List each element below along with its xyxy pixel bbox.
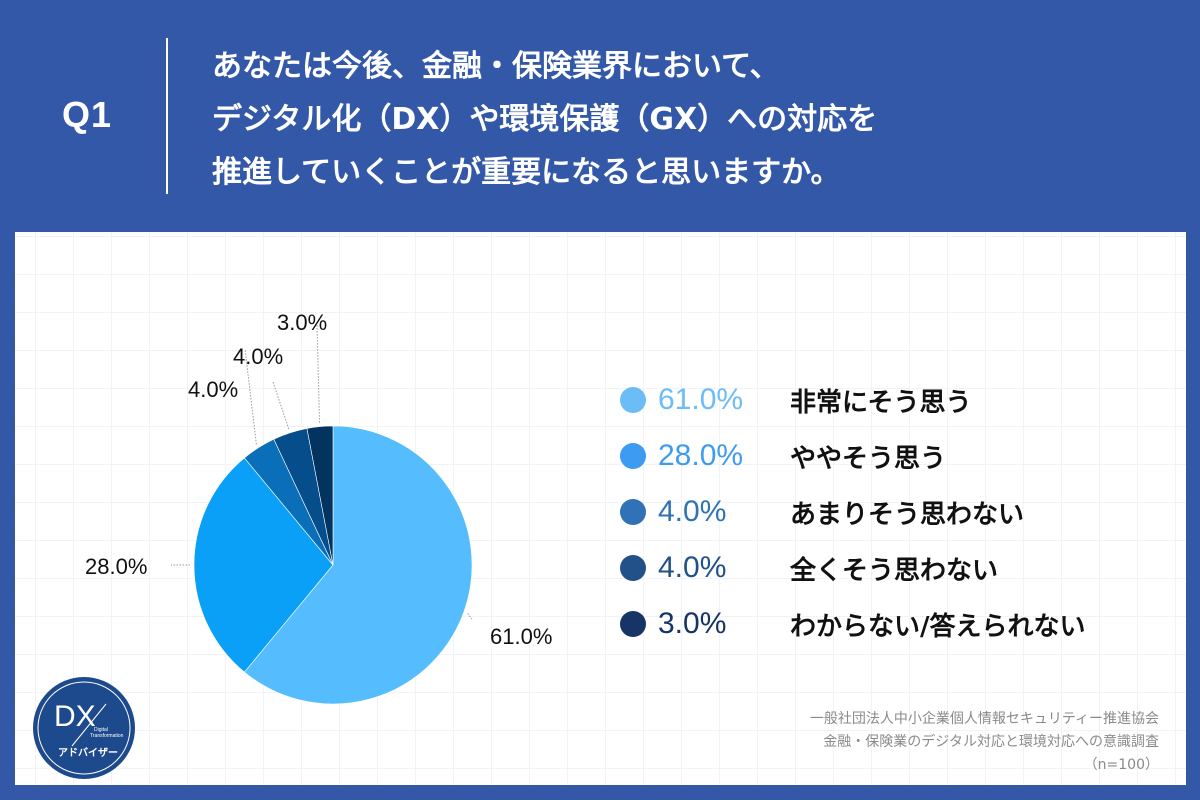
leader-line (316, 323, 321, 423)
pie-label-strongly: 61.0% (490, 624, 553, 649)
leader-line (244, 348, 257, 445)
svg-text:Transformation: Transformation (90, 733, 124, 739)
legend-dot-icon (620, 443, 646, 469)
legend-dot-icon (620, 555, 646, 581)
chart-panel: 3.0% 4.0% 4.0% 28.0% 61.0% 61.0% 非常にそう思う… (15, 232, 1186, 785)
pie-slice (193, 457, 334, 673)
pie-slice (243, 425, 473, 705)
question-number: Q1 (62, 94, 113, 135)
legend-label: 非常にそう思う (790, 387, 972, 418)
legend-label: ややそう思う (790, 443, 947, 474)
legend-percent: 3.0% (658, 607, 727, 640)
source-survey-title: 金融・保険業のデジタル対応と環境対応への意識調査 (823, 734, 1159, 750)
pie-slice (306, 425, 334, 566)
svg-text:アドバイザー: アドバイザー (58, 747, 118, 759)
pie-label-not-at-all: 4.0% (233, 344, 284, 369)
legend-item: 3.0% わからない/答えられない (620, 596, 1086, 652)
legend-dot-icon (620, 611, 646, 637)
question-line-1: あなたは今後、金融・保険業界において、 (212, 49, 780, 84)
svg-text:Digital: Digital (94, 727, 108, 733)
legend-percent: 28.0% (658, 439, 744, 472)
svg-text:DX: DX (54, 700, 96, 733)
pie-label-dontknow: 3.0% (277, 310, 328, 335)
leader-line (467, 613, 473, 620)
legend-dot-icon (620, 387, 646, 413)
pie-chart (171, 323, 473, 705)
legend-percent: 61.0% (658, 383, 744, 416)
header-divider (166, 38, 168, 194)
question-text: あなたは今後、金融・保険業界において、 デジタル化（DX）や環境保護（GX）への… (212, 40, 877, 199)
question-line-3: 推進していくことが重要になると思いますか。 (212, 155, 841, 190)
legend-item: 4.0% あまりそう思わない (620, 484, 1086, 540)
legend-label: 全くそう思わない (790, 555, 999, 586)
legend-percent: 4.0% (658, 551, 727, 584)
dx-advisor-logo: DX Digital Transformation アドバイザー (33, 677, 135, 779)
legend-item: 28.0% ややそう思う (620, 428, 1086, 484)
source-organization: 一般社団法人中小企業個人情報セキュリティー推進協会 (809, 711, 1159, 727)
legend-label: あまりそう思わない (790, 499, 1025, 530)
chart-legend: 61.0% 非常にそう思う 28.0% ややそう思う 4.0% あまりそう思わな… (620, 372, 1086, 652)
leader-line (272, 381, 290, 430)
source-sample-size: （n=100） (1083, 757, 1159, 773)
pie-label-somewhat: 28.0% (85, 554, 148, 579)
question-header: Q1 あなたは今後、金融・保険業界において、 デジタル化（DX）や環境保護（GX… (0, 0, 1200, 232)
source-note: 一般社団法人中小企業個人情報セキュリティー推進協会 金融・保険業のデジタル対応と… (810, 708, 1159, 777)
question-line-2: デジタル化（DX）や環境保護（GX）への対応を (212, 102, 878, 137)
legend-dot-icon (620, 499, 646, 525)
pie-label-not-really: 4.0% (188, 377, 239, 402)
legend-item: 4.0% 全くそう思わない (620, 540, 1086, 596)
legend-item: 61.0% 非常にそう思う (620, 372, 1086, 428)
legend-label: わからない/答えられない (790, 611, 1086, 642)
legend-percent: 4.0% (658, 495, 727, 528)
